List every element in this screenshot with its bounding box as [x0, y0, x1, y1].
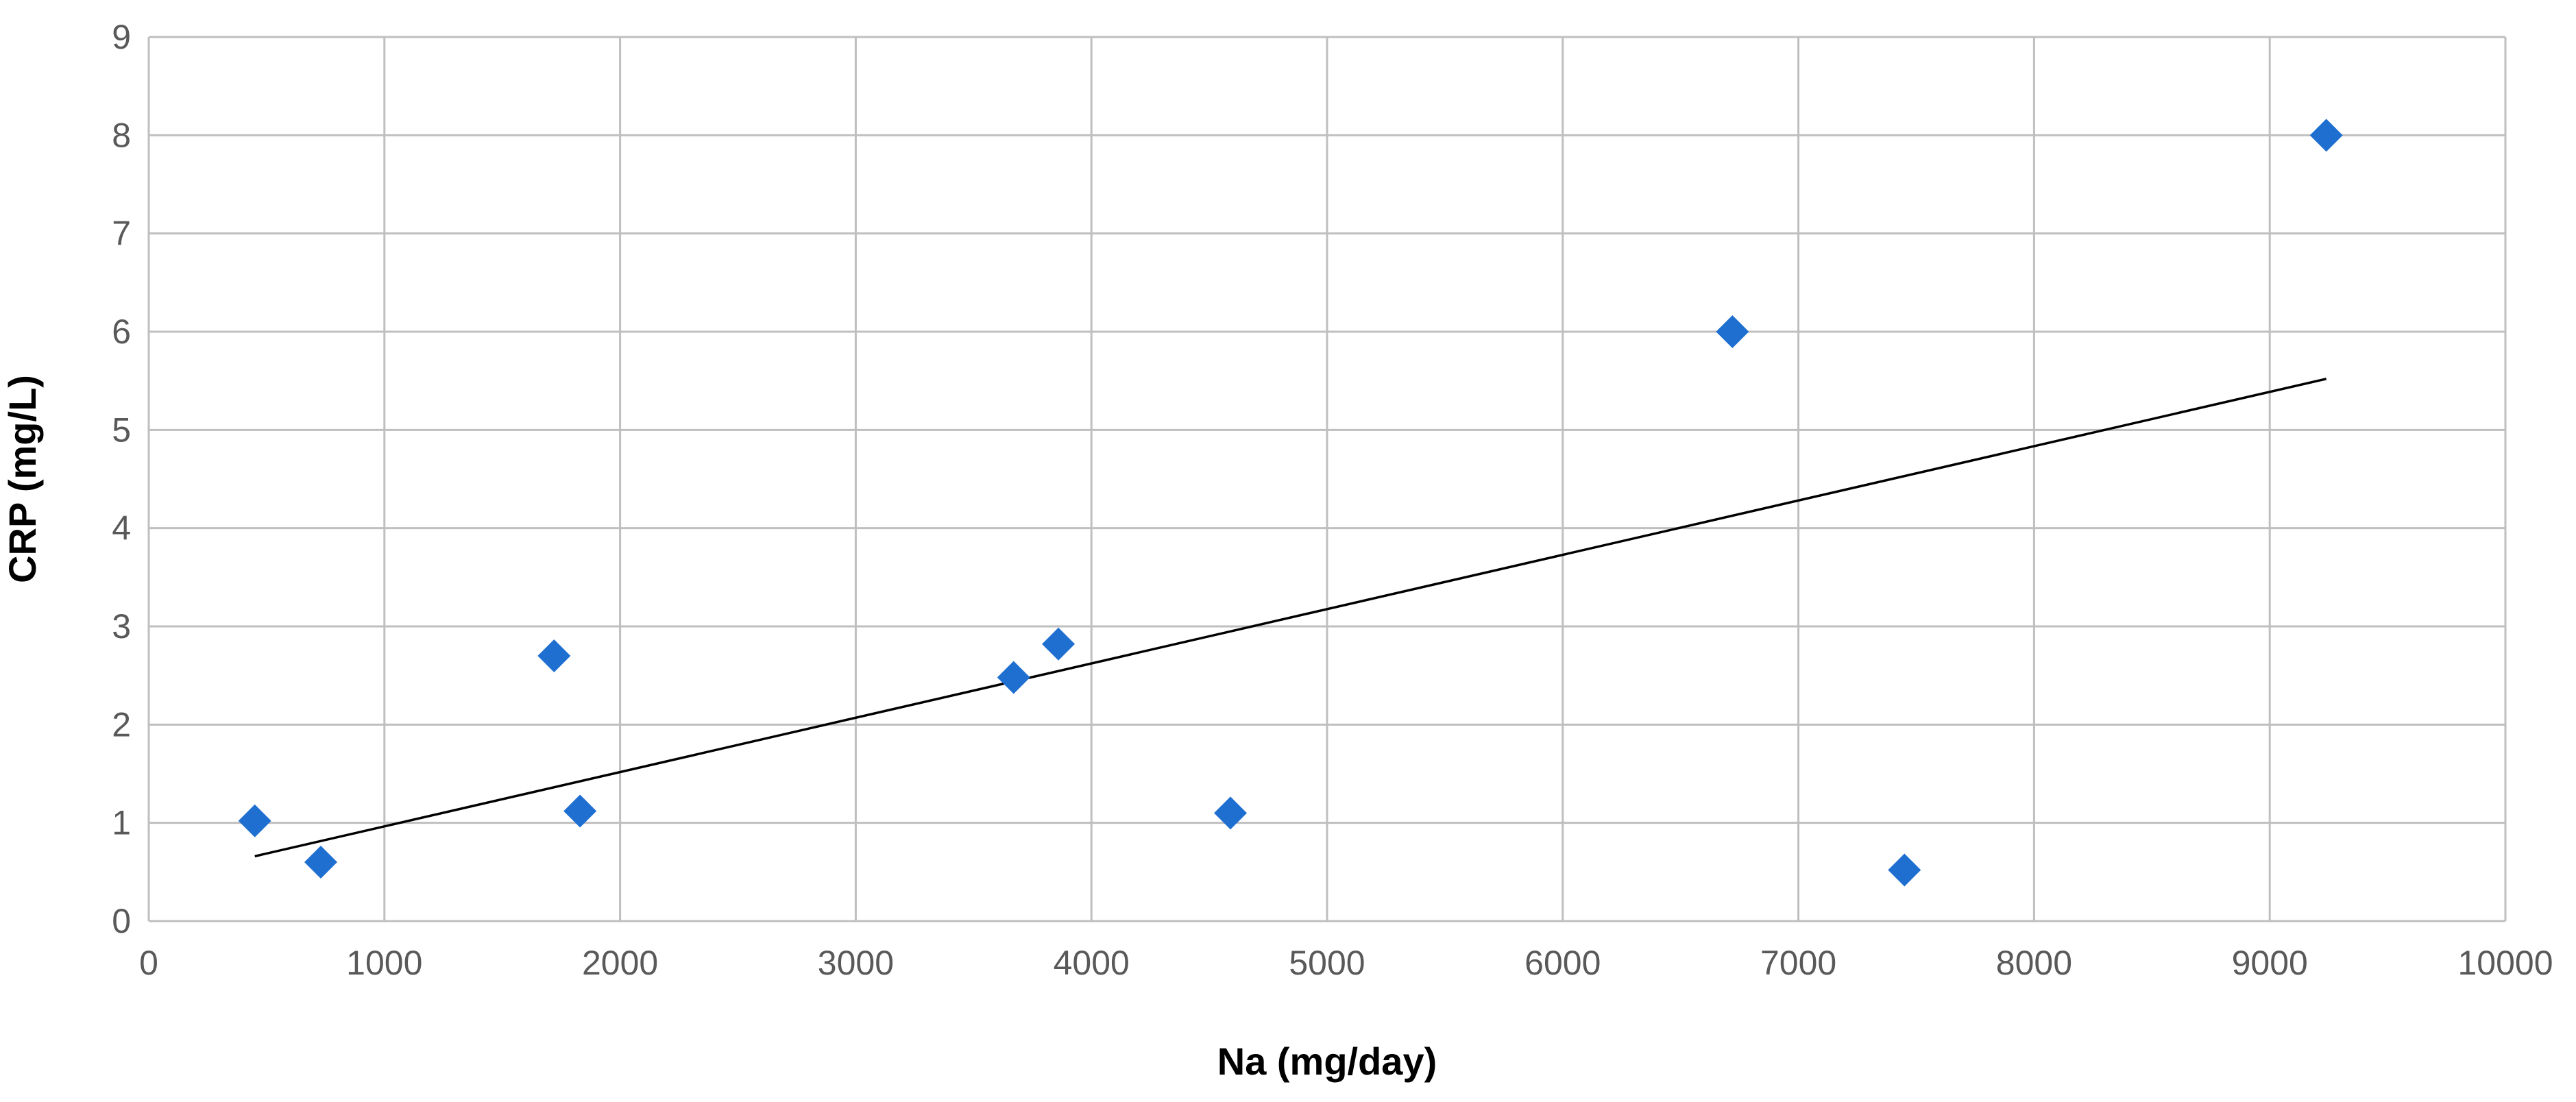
y-tick-label: 8	[112, 116, 131, 154]
y-tick-label: 9	[112, 18, 131, 56]
data-point-marker	[1042, 627, 1076, 661]
y-tick-label: 0	[112, 902, 131, 940]
data-point-marker	[997, 661, 1030, 694]
x-axis-title: Na (mg/day)	[1217, 1040, 1437, 1083]
y-axis-title: CRP (mg/L)	[1, 375, 44, 583]
x-tick-label: 6000	[1524, 944, 1601, 982]
y-tick-label: 3	[112, 607, 131, 646]
grid	[147, 36, 2507, 922]
trendline-group	[254, 378, 2327, 858]
y-tick-label: 1	[112, 804, 131, 842]
x-tick-label: 9000	[2232, 944, 2308, 982]
y-tick-label: 2	[112, 705, 131, 744]
x-tick-label: 7000	[1760, 944, 1836, 982]
x-tick-label: 10000	[2457, 944, 2553, 982]
x-tick-label: 2000	[582, 944, 658, 982]
y-tick-label: 4	[112, 509, 131, 548]
y-tick-label: 5	[112, 411, 131, 449]
y-tick-label: 7	[112, 215, 131, 253]
axes	[147, 37, 2505, 922]
data-point-marker	[1888, 853, 1921, 887]
data-point-marker	[1214, 796, 1248, 830]
data-point-marker	[1716, 315, 1749, 348]
x-tick-label: 5000	[1289, 944, 1365, 982]
x-tick-label: 4000	[1054, 944, 1130, 982]
x-tick-label: 8000	[1996, 944, 2072, 982]
data-point-marker	[537, 639, 571, 672]
data-point-marker	[563, 794, 597, 828]
linear-trendline	[254, 378, 2327, 858]
data-point-marker	[238, 804, 271, 837]
data-point-marker	[304, 846, 337, 879]
x-tick-label: 1000	[346, 944, 422, 982]
data-points	[238, 119, 2343, 887]
x-tick-label: 3000	[818, 944, 894, 982]
data-point-marker	[2309, 119, 2343, 152]
tick-labels: 0 1 2 3 4 5 6 7 8 9 0 1000 2000 3000 4000 5000 6000 7000 8…	[112, 18, 2553, 982]
y-tick-label: 6	[112, 313, 131, 351]
x-tick-label: 0	[139, 944, 158, 982]
